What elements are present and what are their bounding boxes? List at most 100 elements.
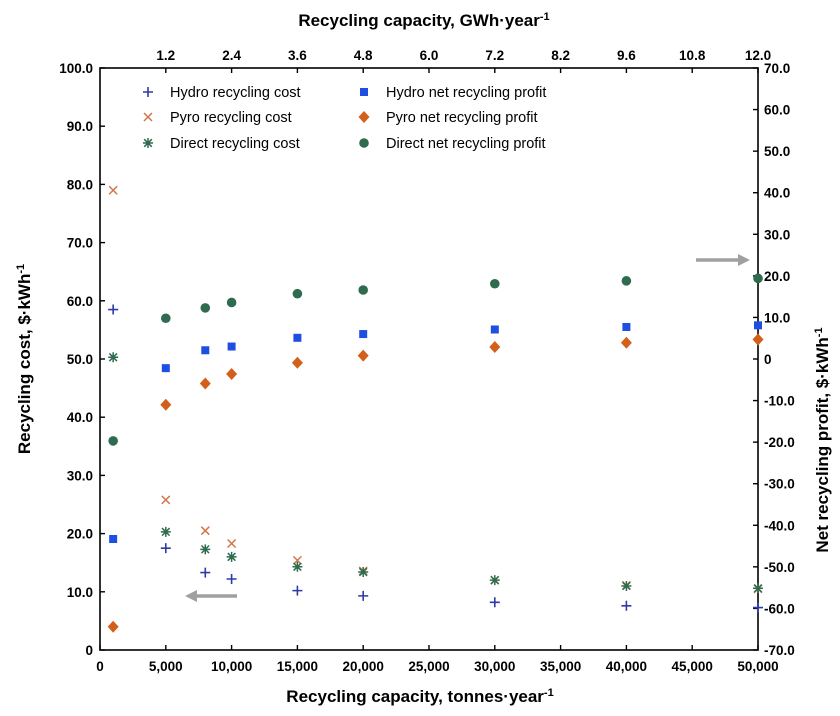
data-point	[489, 597, 500, 608]
data-point	[108, 436, 118, 446]
legend-item: Direct net recycling profit	[359, 136, 546, 152]
y-right-tick-label: -70.0	[764, 643, 795, 658]
data-point	[160, 526, 171, 537]
series-4	[107, 333, 764, 633]
data-point	[227, 538, 237, 549]
y-right-tick-label: -20.0	[764, 435, 795, 450]
legend-marker	[360, 88, 368, 96]
y-right-tick-label: 20.0	[764, 269, 790, 284]
x-bottom-tick-label: 40,000	[606, 659, 647, 674]
right-axis-indicator-arrow	[696, 254, 750, 266]
x-axis-top-title: Recycling capacity, GWh·year-1	[298, 11, 549, 30]
legend-label: Hydro net recycling profit	[386, 85, 546, 101]
data-point	[109, 535, 118, 544]
legend-label: Direct recycling cost	[170, 136, 300, 152]
data-point	[291, 356, 303, 369]
legend: Hydro recycling cost Pyro recycling cost D…	[143, 85, 546, 152]
legend-marker	[143, 138, 153, 148]
y-right-tick-label: 60.0	[764, 103, 790, 118]
data-point	[358, 567, 369, 578]
data-point	[292, 561, 303, 572]
data-point	[161, 495, 171, 505]
data-point	[107, 620, 119, 633]
y-left-tick-label: 30.0	[67, 468, 93, 483]
x-top-tick-label: 1.2	[156, 48, 175, 63]
data-point	[621, 580, 632, 591]
data-point	[200, 544, 211, 555]
x-top-tick-label: 9.6	[617, 48, 636, 63]
legend-label: Pyro net recycling profit	[386, 110, 538, 126]
data-point	[199, 377, 211, 390]
series-1	[108, 185, 763, 594]
series-5	[108, 273, 763, 446]
data-point	[200, 567, 211, 578]
data-point	[200, 303, 211, 313]
data-point	[226, 573, 237, 584]
x-bottom-tick-label: 0	[96, 659, 104, 674]
x-top-tick-label: 7.2	[485, 48, 504, 63]
y-axis-right: -70.0 -60.0 -50.0 -40.0 -30.0 -20.0 -10.0 0 10.0…	[753, 61, 795, 658]
y-right-tick-label: 40.0	[764, 186, 790, 201]
data-point	[754, 321, 762, 330]
legend-item: Hydro recycling cost	[143, 85, 301, 101]
x-bottom-tick-label: 30,000	[474, 659, 515, 674]
data-point	[752, 333, 764, 346]
series-2	[108, 352, 763, 594]
y-left-tick-label: 40.0	[67, 410, 93, 425]
y-right-tick-label: 30.0	[764, 227, 790, 242]
y-left-tick-label: 90.0	[67, 119, 93, 134]
x-top-tick-label: 3.6	[288, 48, 307, 63]
y-right-tick-label: -30.0	[764, 477, 795, 492]
x-bottom-tick-label: 10,000	[211, 659, 252, 674]
y-right-tick-label: 0	[764, 352, 772, 367]
y-left-tick-label: 80.0	[67, 177, 93, 192]
y-right-tick-label: -60.0	[764, 601, 795, 616]
x-top-tick-label: 6.0	[420, 48, 439, 63]
series-0	[108, 304, 763, 613]
data-point	[292, 585, 303, 596]
data-point	[620, 336, 632, 349]
data-point	[108, 185, 118, 195]
data-point	[292, 288, 303, 299]
legend-item: Pyro net recycling profit	[358, 110, 538, 126]
y-right-tick-label: 70.0	[764, 61, 790, 76]
legend-item: Hydro net recycling profit	[360, 85, 546, 101]
data-point	[227, 342, 236, 351]
data-marks	[107, 185, 764, 633]
x-bottom-tick-label: 45,000	[672, 659, 713, 674]
data-point	[489, 340, 501, 353]
legend-label: Direct net recycling profit	[386, 136, 546, 152]
data-point	[753, 602, 763, 613]
legend-marker	[143, 87, 153, 97]
y-axis-left-title: Recycling cost, $·kWh-1	[15, 264, 34, 454]
data-point	[226, 551, 237, 562]
plot-frame	[99, 67, 759, 651]
x-bottom-tick-label: 35,000	[540, 659, 581, 674]
y-left-tick-label: 50.0	[67, 352, 93, 367]
x-bottom-tick-label: 15,000	[277, 659, 318, 674]
x-bottom-tick-label: 50,000	[737, 659, 778, 674]
data-point	[358, 285, 369, 295]
data-point	[358, 590, 369, 601]
data-point	[292, 555, 302, 565]
data-point	[490, 278, 500, 289]
data-point	[622, 322, 631, 331]
data-point	[490, 325, 499, 334]
y-left-tick-label: 10.0	[67, 585, 93, 600]
data-point	[621, 600, 632, 611]
x-bottom-tick-label: 20,000	[343, 659, 384, 674]
data-point	[621, 276, 632, 286]
y-right-tick-label: -50.0	[764, 560, 795, 575]
data-point	[226, 297, 237, 308]
x-top-tick-label: 8.2	[551, 48, 570, 63]
legend-item: Direct recycling cost	[143, 136, 300, 152]
y-right-tick-label: 50.0	[764, 144, 790, 159]
x-top-tick-label: 12.0	[745, 48, 771, 63]
x-top-tick-label: 2.4	[222, 48, 241, 63]
x-top-tick-label: 4.8	[354, 48, 373, 63]
data-point	[200, 526, 210, 536]
y-axis-right-title: Net recycling profit, $·kWh-1	[813, 327, 832, 552]
legend-marker	[143, 112, 153, 122]
